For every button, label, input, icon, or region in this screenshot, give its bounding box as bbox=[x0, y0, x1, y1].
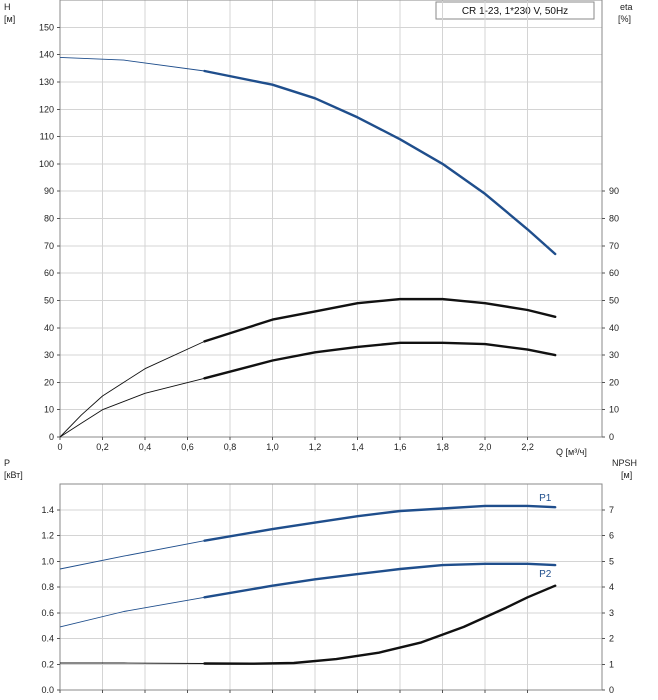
bottom-y2-tick-label-5: 5 bbox=[609, 556, 614, 566]
top-series-1-operating-range bbox=[203, 297, 557, 343]
bottom-y2-tick-label-0: 0 bbox=[609, 685, 614, 695]
top-y-tick-label-11: 110 bbox=[40, 132, 54, 142]
bottom-y2-tick-label-7: 7 bbox=[609, 505, 614, 515]
top-y-tick-label-4: 40 bbox=[44, 323, 54, 333]
power-npsh-panel: 0.0 0.2 0.4 0.6 0.8 1.0 1.2 1.4 0 1 2 3 4 5 6 7 P1 P2 bbox=[41, 483, 614, 695]
bottom-y2-tick-label-4: 4 bbox=[609, 582, 614, 592]
bottom-series-0: P1 bbox=[59, 493, 557, 570]
series-label-p2: P2 bbox=[539, 569, 552, 580]
top-y-tick-label-3: 30 bbox=[44, 350, 54, 360]
bottom-series-1-operating-range bbox=[203, 562, 557, 599]
top-y-tick-label-13: 130 bbox=[39, 77, 54, 87]
top-y-tick-label-5: 50 bbox=[44, 295, 54, 305]
top-y2-tick-label-0: 0 bbox=[609, 432, 614, 442]
top-y2-tick-label-1: 10 bbox=[609, 405, 619, 415]
x-tick-label-11: 2,2 bbox=[521, 442, 534, 452]
top-y-tick-label-1: 10 bbox=[44, 405, 54, 415]
chart-title: CR 1-23, 1*230 V, 50Hz bbox=[462, 6, 568, 17]
x-axis-label: Q [м³/ч] bbox=[556, 447, 587, 457]
x-tick-label-0: 0 bbox=[57, 442, 62, 452]
top-y2-tick-label-4: 40 bbox=[609, 323, 619, 333]
top-y2-tick-label-5: 50 bbox=[609, 295, 619, 305]
top-y-tick-label-9: 90 bbox=[44, 186, 54, 196]
bottom-y-tick-label-6: 1.2 bbox=[41, 531, 54, 541]
top-y2-tick-label-7: 70 bbox=[609, 241, 619, 251]
x-tick-label-4: 0,8 bbox=[224, 442, 237, 452]
top-y-tick-label-14: 140 bbox=[39, 50, 54, 60]
bottom-y-tick-label-0: 0.0 bbox=[41, 685, 54, 695]
bottom-y2-tick-label-3: 3 bbox=[609, 608, 614, 618]
bottom-series-2 bbox=[60, 584, 557, 665]
bottom-series-0-operating-range bbox=[203, 504, 557, 542]
top-series-1 bbox=[59, 297, 557, 438]
top-y-tick-label-6: 60 bbox=[44, 268, 54, 278]
top-left-axis-label: H bbox=[4, 2, 11, 12]
top-y-tick-label-0: 0 bbox=[49, 432, 54, 442]
bottom-series-1: P2 bbox=[59, 562, 557, 628]
bottom-left-axis-unit: [кВт] bbox=[4, 470, 23, 480]
bottom-y-tick-label-1: 0.2 bbox=[41, 659, 54, 669]
x-tick-label-7: 1,4 bbox=[351, 442, 364, 452]
top-y-tick-label-7: 70 bbox=[44, 241, 54, 251]
bottom-y-tick-label-4: 0.8 bbox=[41, 582, 54, 592]
top-series-2-extended-range bbox=[59, 377, 205, 438]
title-box: CR 1-23, 1*230 V, 50Hz bbox=[435, 1, 595, 20]
x-tick-label-9: 1,8 bbox=[436, 442, 449, 452]
bottom-series-2-operating-range bbox=[203, 584, 557, 665]
top-y-tick-label-2: 20 bbox=[44, 377, 54, 387]
x-tick-label-10: 2,0 bbox=[479, 442, 492, 452]
top-y-tick-label-15: 150 bbox=[39, 22, 54, 32]
bottom-left-axis-label: P bbox=[4, 458, 10, 468]
top-y-tick-label-10: 100 bbox=[39, 159, 54, 169]
top-y2-tick-label-6: 60 bbox=[609, 268, 619, 278]
bottom-series-1-extended-range bbox=[59, 596, 205, 628]
bottom-y-tick-label-7: 1.4 bbox=[41, 505, 54, 515]
x-tick-label-5: 1,0 bbox=[266, 442, 279, 452]
x-tick-label-1: 0,2 bbox=[96, 442, 109, 452]
x-tick-label-6: 1,2 bbox=[309, 442, 322, 452]
bottom-y2-tick-label-6: 6 bbox=[609, 531, 614, 541]
x-tick-label-3: 0,6 bbox=[181, 442, 194, 452]
top-y2-tick-label-8: 80 bbox=[609, 214, 619, 224]
series-label-p1: P1 bbox=[539, 493, 552, 504]
top-series-0 bbox=[59, 56, 557, 256]
top-series-0-extended-range bbox=[59, 56, 205, 72]
top-y2-tick-label-9: 90 bbox=[609, 186, 619, 196]
top-y2-tick-label-3: 30 bbox=[609, 350, 619, 360]
top-y-tick-label-8: 80 bbox=[44, 214, 54, 224]
bottom-series-0-extended-range bbox=[59, 540, 205, 570]
bottom-y2-tick-label-2: 2 bbox=[609, 634, 614, 644]
bottom-right-axis-unit: [м] bbox=[621, 470, 632, 480]
x-tick-label-8: 1,6 bbox=[394, 442, 407, 452]
top-y2-tick-label-2: 20 bbox=[609, 377, 619, 387]
top-y-tick-label-12: 120 bbox=[39, 104, 54, 114]
top-series-0-operating-range bbox=[203, 69, 557, 256]
top-right-axis-label: eta bbox=[620, 2, 633, 12]
title-frame bbox=[435, 1, 595, 20]
top-series-2-operating-range bbox=[203, 341, 557, 380]
top-series-1-extended-range bbox=[59, 340, 205, 438]
top-right-axis-unit: [%] bbox=[618, 14, 631, 24]
bottom-y2-tick-label-1: 1 bbox=[609, 659, 614, 669]
bottom-series-2-extended-range bbox=[60, 662, 205, 664]
head-efficiency-panel: 0102030405060708090100110120130140150010… bbox=[39, 0, 619, 452]
bottom-y-tick-label-2: 0.4 bbox=[41, 634, 54, 644]
top-series-2 bbox=[59, 341, 557, 438]
x-tick-label-2: 0,4 bbox=[139, 442, 152, 452]
bottom-y-tick-label-3: 0.6 bbox=[41, 608, 54, 618]
bottom-right-axis-label: NPSH bbox=[612, 458, 637, 468]
bottom-y-tick-label-5: 1.0 bbox=[41, 556, 54, 566]
top-left-axis-unit: [м] bbox=[4, 14, 15, 24]
